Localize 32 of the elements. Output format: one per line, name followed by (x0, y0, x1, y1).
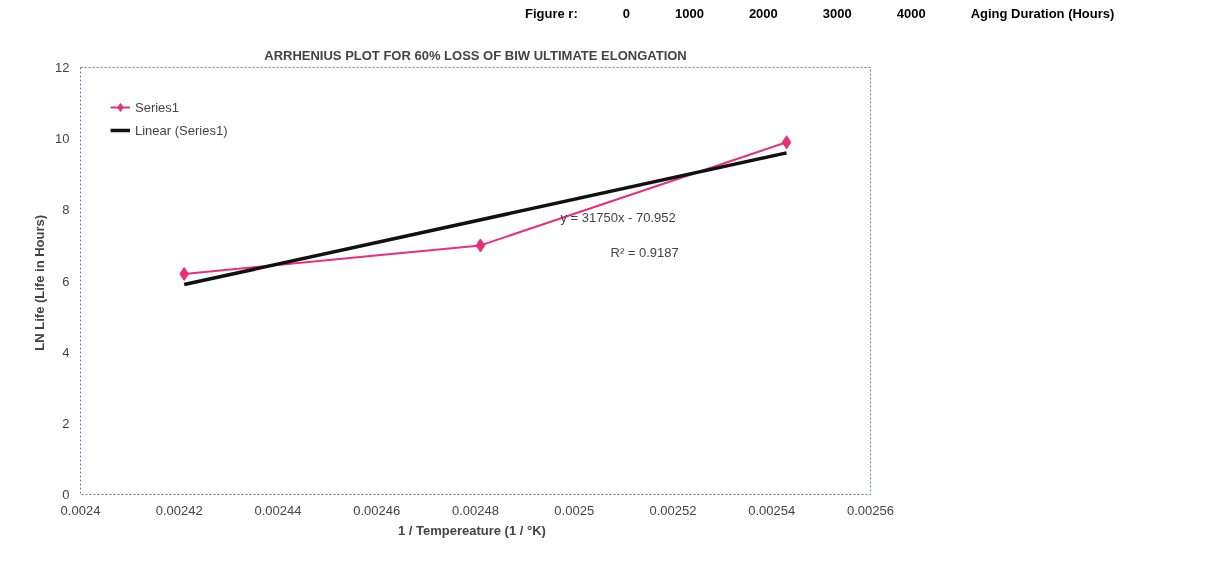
legend-label: Series1 (135, 99, 180, 115)
text: 3000 (822, 6, 852, 21)
y-tick-label: 4 (62, 344, 70, 360)
x-tick-label: 0.00242 (155, 502, 203, 518)
y-axis-title: LN Life (Life in Hours) (32, 214, 48, 351)
text: 2000 (748, 6, 778, 21)
x-tick-label: 0.0024 (60, 502, 101, 518)
x-tick-label: 0.00244 (254, 502, 302, 518)
x-tick-label: 0.00254 (748, 502, 796, 518)
chart-title: ARRHENIUS PLOT FOR 60% LOSS OF BIW ULTIMATE ELONGATION (264, 47, 687, 63)
x-tick-label: 0.00246 (353, 502, 401, 518)
point (179, 266, 190, 281)
x-tick-label: 0.00248 (452, 502, 499, 518)
text: Aging Duration (Hours) (970, 6, 1115, 21)
text: 4000 (896, 6, 926, 21)
annotation: R² = 0.9187 (610, 244, 679, 260)
legend-label: Linear (Series1) (135, 122, 228, 138)
y-tick-label: 6 (62, 273, 70, 289)
x-tick-label: 0.00256 (847, 502, 894, 518)
x-axis-title: 1 / Tempereature (1 / °K) (397, 522, 546, 538)
y-tick-label: 10 (55, 131, 70, 147)
y-tick-label: 8 (62, 202, 70, 218)
text: Figure r: (525, 6, 578, 21)
y-tick-label: 2 (62, 415, 70, 431)
x-tick-label: 0.00252 (649, 502, 697, 518)
text: 1000 (674, 6, 704, 21)
x-tick-label: 0.0025 (554, 502, 595, 518)
text: 0 (622, 6, 630, 21)
point (475, 238, 486, 253)
y-tick-label: 0 (62, 487, 70, 502)
y-tick-label: 12 (55, 60, 70, 75)
point (781, 135, 792, 150)
